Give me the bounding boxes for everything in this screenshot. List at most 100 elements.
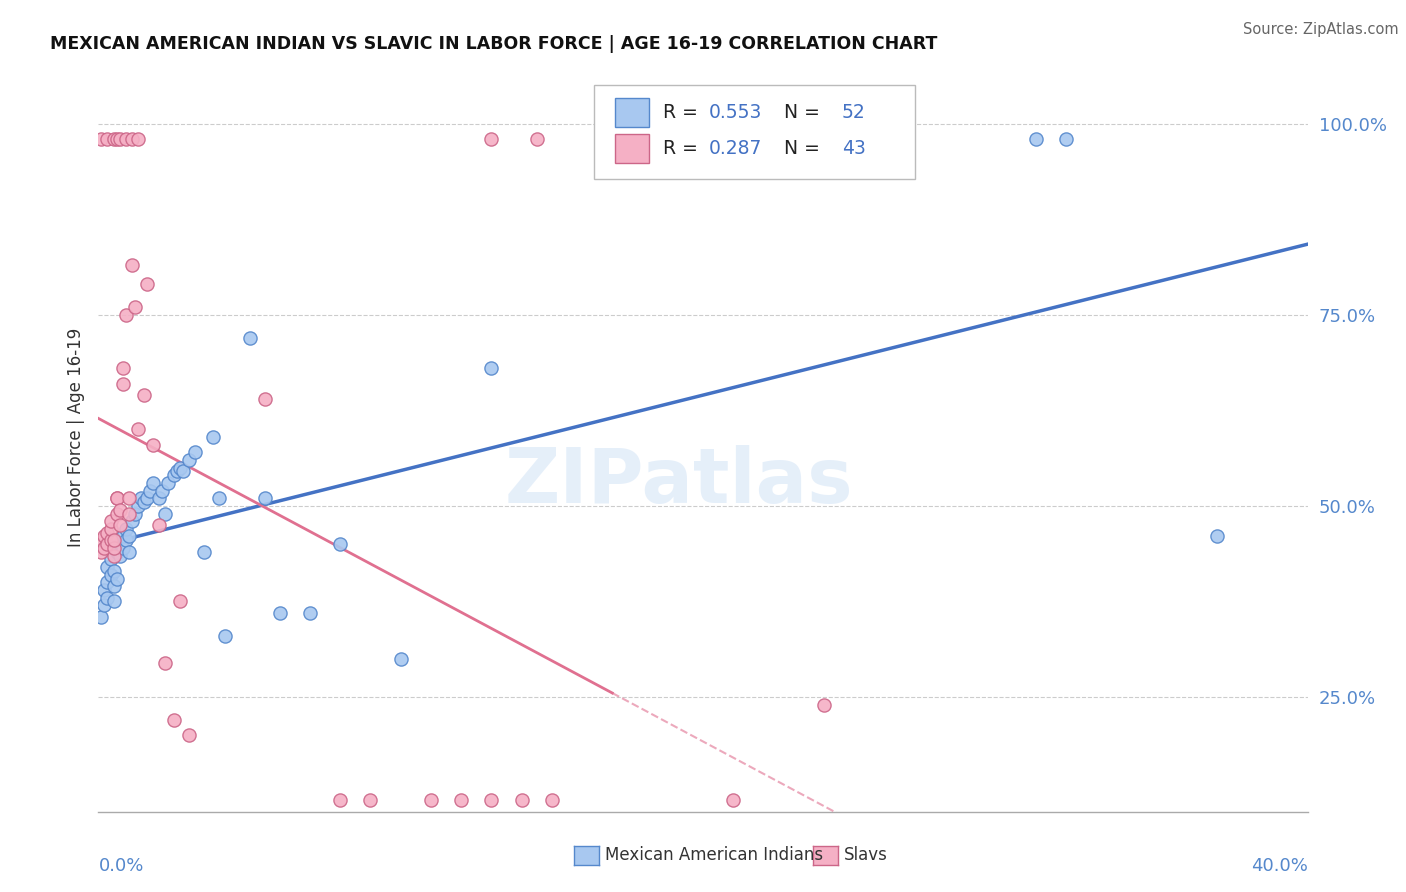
Point: [100, 533, 122, 548]
Point: [108, 502, 131, 516]
Point: [481, 361, 503, 376]
Point: [1024, 132, 1046, 146]
Point: [90, 132, 112, 146]
Point: [139, 483, 162, 498]
Text: 0.553: 0.553: [709, 103, 762, 122]
Point: [90, 545, 112, 559]
Point: [96, 132, 118, 146]
Point: [111, 529, 134, 543]
Text: MEXICAN AMERICAN INDIAN VS SLAVIC IN LABOR FORCE | AGE 16-19 CORRELATION CHART: MEXICAN AMERICAN INDIAN VS SLAVIC IN LAB…: [51, 35, 938, 53]
Text: ZIPatlas: ZIPatlas: [505, 445, 853, 519]
Point: [169, 594, 191, 608]
Point: [150, 483, 173, 498]
Point: [96, 525, 118, 540]
Point: [166, 465, 188, 479]
Point: [127, 132, 149, 146]
Point: [148, 491, 170, 506]
Point: [135, 491, 157, 506]
Point: [481, 132, 503, 146]
Point: [96, 591, 118, 605]
Point: [179, 728, 201, 742]
Point: [526, 132, 548, 146]
Point: [202, 430, 225, 444]
Point: [90, 533, 112, 548]
Text: Slavs: Slavs: [844, 846, 887, 863]
Text: 43: 43: [842, 139, 866, 158]
Point: [103, 132, 125, 146]
Point: [172, 465, 194, 479]
Point: [111, 541, 134, 555]
Text: R =: R =: [664, 103, 704, 122]
Text: 40.0%: 40.0%: [1251, 856, 1308, 875]
Point: [481, 793, 503, 807]
Point: [1206, 529, 1229, 543]
Point: [100, 552, 122, 566]
Point: [299, 606, 322, 620]
Point: [114, 533, 136, 548]
Point: [111, 376, 134, 391]
Point: [93, 599, 115, 613]
Point: [813, 698, 835, 712]
Y-axis label: In Labor Force | Age 16-19: In Labor Force | Age 16-19: [66, 327, 84, 547]
Point: [96, 575, 118, 590]
Point: [108, 537, 131, 551]
Point: [114, 132, 136, 146]
Point: [118, 529, 141, 543]
Point: [723, 793, 745, 807]
Point: [103, 549, 125, 563]
Point: [127, 422, 149, 436]
Point: [103, 541, 125, 555]
Point: [142, 475, 165, 490]
Point: [184, 445, 207, 459]
Text: Source: ZipAtlas.com: Source: ZipAtlas.com: [1243, 22, 1399, 37]
Text: 0.287: 0.287: [709, 139, 762, 158]
Point: [124, 300, 146, 314]
Point: [105, 545, 128, 559]
Point: [111, 361, 134, 376]
Point: [100, 567, 122, 582]
Point: [105, 491, 128, 506]
Point: [105, 572, 128, 586]
Point: [118, 507, 141, 521]
Point: [214, 629, 236, 643]
Text: Mexican American Indians: Mexican American Indians: [605, 846, 823, 863]
Point: [100, 522, 122, 536]
Point: [420, 793, 443, 807]
Point: [108, 518, 131, 533]
FancyBboxPatch shape: [614, 135, 648, 163]
Point: [329, 537, 352, 551]
Point: [103, 533, 125, 548]
Point: [127, 499, 149, 513]
Point: [96, 560, 118, 574]
Point: [142, 438, 165, 452]
Point: [208, 491, 231, 506]
Text: R =: R =: [664, 139, 704, 158]
Point: [96, 537, 118, 551]
Point: [124, 507, 146, 521]
Point: [253, 392, 276, 406]
Point: [450, 793, 472, 807]
FancyBboxPatch shape: [614, 98, 648, 127]
Point: [103, 594, 125, 608]
Point: [135, 277, 157, 292]
Point: [389, 652, 412, 666]
Point: [510, 793, 533, 807]
Point: [148, 518, 170, 533]
Point: [156, 475, 179, 490]
Point: [129, 491, 152, 506]
Point: [103, 579, 125, 593]
Point: [90, 609, 112, 624]
Point: [93, 529, 115, 543]
Text: N =: N =: [772, 103, 825, 122]
Point: [239, 331, 262, 345]
Point: [93, 582, 115, 597]
Point: [193, 545, 215, 559]
Point: [121, 132, 143, 146]
Text: N =: N =: [772, 139, 825, 158]
Point: [269, 606, 291, 620]
FancyBboxPatch shape: [595, 85, 915, 178]
Point: [329, 793, 352, 807]
Point: [118, 491, 141, 506]
Point: [100, 514, 122, 528]
Point: [163, 713, 186, 727]
